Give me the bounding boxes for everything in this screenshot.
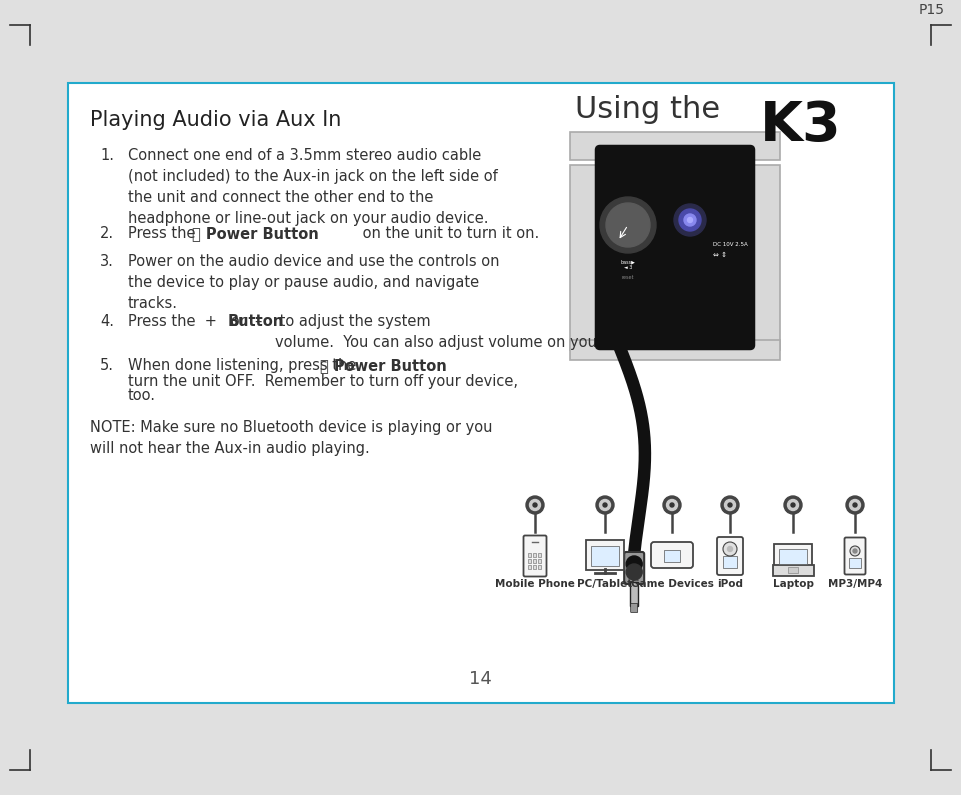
Circle shape [612, 209, 644, 241]
Text: 1.: 1. [100, 148, 114, 163]
Circle shape [725, 499, 735, 510]
Circle shape [596, 496, 614, 514]
Circle shape [687, 218, 693, 223]
Circle shape [627, 564, 642, 580]
Circle shape [600, 197, 656, 253]
FancyBboxPatch shape [591, 546, 619, 566]
FancyBboxPatch shape [630, 603, 638, 612]
FancyBboxPatch shape [845, 537, 866, 575]
Circle shape [670, 503, 674, 507]
Bar [533, 553, 536, 557]
Bar [528, 565, 531, 569]
Bar [538, 559, 541, 563]
Circle shape [684, 214, 696, 226]
Circle shape [619, 216, 637, 234]
Text: PC/Tablet: PC/Tablet [578, 579, 632, 589]
FancyBboxPatch shape [68, 83, 894, 703]
Circle shape [727, 546, 732, 552]
FancyBboxPatch shape [524, 536, 547, 576]
Circle shape [853, 549, 857, 553]
Circle shape [787, 499, 799, 510]
Circle shape [679, 209, 701, 231]
FancyBboxPatch shape [664, 550, 680, 562]
FancyBboxPatch shape [773, 564, 814, 576]
Text: K3: K3 [760, 99, 842, 153]
FancyBboxPatch shape [723, 556, 737, 568]
FancyBboxPatch shape [849, 558, 861, 568]
Text: 5.: 5. [100, 358, 114, 373]
FancyBboxPatch shape [774, 544, 812, 568]
Circle shape [533, 503, 537, 507]
Text: 14: 14 [469, 670, 491, 688]
FancyBboxPatch shape [570, 340, 780, 360]
Bar [528, 553, 531, 557]
Text: 4.: 4. [100, 314, 114, 329]
Text: Connect one end of a 3.5mm stereo audio cable
(not included) to the Aux-in jack : Connect one end of a 3.5mm stereo audio … [128, 148, 498, 226]
Circle shape [850, 546, 860, 556]
FancyBboxPatch shape [625, 552, 644, 584]
Text: ⒨ Power Button: ⒨ Power Button [320, 358, 447, 373]
Text: Button: Button [228, 314, 284, 329]
Text: bass▶: bass▶ [621, 259, 635, 264]
Bar [538, 565, 541, 569]
Text: Power on the audio device and use the controls on
the device to play or pause au: Power on the audio device and use the co… [128, 254, 500, 311]
Text: Laptop: Laptop [773, 579, 814, 589]
FancyBboxPatch shape [586, 540, 624, 570]
Text: Mobile Phone: Mobile Phone [495, 579, 575, 589]
FancyBboxPatch shape [745, 165, 780, 350]
Text: ⇔ ⇕: ⇔ ⇕ [713, 252, 727, 258]
Circle shape [603, 503, 607, 507]
Bar [538, 553, 541, 557]
Circle shape [853, 503, 857, 507]
Bar [533, 559, 536, 563]
Text: MP3/MP4: MP3/MP4 [827, 579, 882, 589]
Text: to adjust the system
volume.  You can also adjust volume on your device.: to adjust the system volume. You can als… [275, 314, 660, 350]
Circle shape [526, 496, 544, 514]
Circle shape [627, 556, 642, 572]
Text: Game Devices: Game Devices [630, 579, 713, 589]
Text: NOTE: Make sure no Bluetooth device is playing or you
will not hear the Aux-in a: NOTE: Make sure no Bluetooth device is p… [90, 420, 492, 456]
FancyBboxPatch shape [570, 165, 605, 350]
FancyBboxPatch shape [630, 582, 638, 606]
Text: Using the: Using the [575, 95, 729, 124]
Text: iPod: iPod [717, 579, 743, 589]
Text: P15: P15 [919, 3, 945, 17]
Circle shape [784, 496, 802, 514]
Circle shape [791, 503, 795, 507]
Circle shape [530, 499, 540, 510]
Circle shape [667, 499, 678, 510]
Text: 2.: 2. [100, 226, 114, 241]
FancyBboxPatch shape [717, 537, 743, 575]
Text: too.: too. [128, 388, 156, 403]
Text: When done listening, press the: When done listening, press the [128, 358, 361, 373]
Circle shape [721, 496, 739, 514]
Text: turn the unit OFF.  Remember to turn off your device,: turn the unit OFF. Remember to turn off … [128, 374, 518, 389]
Text: Press the  +   or  –: Press the + or – [128, 314, 272, 329]
Text: 3.: 3. [100, 254, 113, 269]
Text: on the unit to turn it on.: on the unit to turn it on. [358, 226, 539, 241]
Circle shape [846, 496, 864, 514]
FancyBboxPatch shape [651, 542, 693, 568]
Text: DC 10V 2.5A: DC 10V 2.5A [713, 242, 748, 247]
Text: ⒨ Power Button: ⒨ Power Button [192, 226, 319, 241]
Circle shape [663, 496, 681, 514]
Circle shape [600, 499, 610, 510]
Bar [533, 565, 536, 569]
Text: ◄ 3: ◄ 3 [624, 265, 632, 270]
FancyBboxPatch shape [596, 146, 754, 349]
Circle shape [674, 204, 706, 236]
FancyBboxPatch shape [570, 132, 780, 160]
Text: reset: reset [622, 275, 634, 280]
Circle shape [850, 499, 860, 510]
FancyBboxPatch shape [788, 567, 798, 573]
Circle shape [723, 542, 737, 556]
FancyBboxPatch shape [779, 549, 807, 564]
Circle shape [606, 203, 650, 247]
Circle shape [624, 221, 632, 229]
Text: Playing Audio via Aux In: Playing Audio via Aux In [90, 110, 341, 130]
Bar [528, 559, 531, 563]
Text: Press the: Press the [128, 226, 200, 241]
Circle shape [728, 503, 732, 507]
